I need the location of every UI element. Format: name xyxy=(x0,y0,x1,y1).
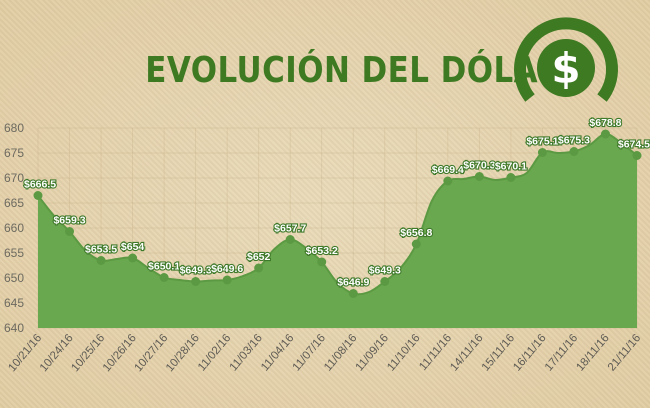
coin-face xyxy=(537,39,595,97)
data-label: $656.8 xyxy=(400,227,432,239)
data-point xyxy=(600,129,610,139)
dollar-sign-glyph: $ xyxy=(551,44,580,93)
data-label: $666.5 xyxy=(24,179,56,191)
x-tick-label: 10/28/16 xyxy=(164,332,202,374)
y-tick-label: 660 xyxy=(4,221,24,235)
y-tick-label: 655 xyxy=(4,246,24,260)
data-label: $652 xyxy=(247,251,271,263)
data-point xyxy=(222,275,232,285)
data-point xyxy=(65,227,75,236)
x-tick-label: 11/10/16 xyxy=(385,332,422,373)
area-series xyxy=(38,133,637,328)
data-label: $650.1 xyxy=(148,261,180,273)
data-point xyxy=(348,289,358,298)
data-label: $653.5 xyxy=(85,244,117,256)
data-label: $654 xyxy=(121,241,145,253)
y-tick-label: 645 xyxy=(4,296,24,310)
coin-ring xyxy=(514,17,618,102)
data-label: $659.3 xyxy=(53,215,85,227)
dollar-coin-icon: $ xyxy=(514,17,618,102)
data-point xyxy=(443,176,453,186)
data-point xyxy=(380,277,390,286)
data-labels: $666.5$659.3$653.5 $654$650.1 $649.3 $649.6… xyxy=(23,116,650,290)
data-label: $678.8 xyxy=(589,117,621,129)
y-tick-label: 650 xyxy=(4,271,24,285)
series-line xyxy=(37,133,638,296)
data-point xyxy=(537,148,547,157)
y-tick-label: 680 xyxy=(4,121,24,135)
y-tick-label: 670 xyxy=(4,171,24,185)
data-point xyxy=(285,235,295,244)
y-tick-label: 640 xyxy=(4,321,24,335)
data-point xyxy=(33,191,43,200)
data-label: $675.1 xyxy=(526,136,558,148)
data-point xyxy=(254,263,264,273)
x-axis: 10/21/1610/24/1610/25/1610/26/1610/27/16… xyxy=(6,332,643,374)
data-point xyxy=(128,253,138,263)
data-point xyxy=(411,239,421,249)
data-point xyxy=(506,173,516,182)
data-label: $675.3 xyxy=(558,135,590,147)
data-point xyxy=(159,273,169,282)
data-point xyxy=(632,151,642,160)
data-label: $653.2 xyxy=(306,245,338,257)
data-label: $649.6 xyxy=(211,263,243,275)
data-label: $670.1 xyxy=(495,161,527,173)
data-point xyxy=(96,256,106,265)
data-label: $670.3 xyxy=(463,160,495,172)
data-point xyxy=(569,147,579,156)
y-axis: 640 645 650 655 660 665 670 675 680 xyxy=(4,121,24,335)
data-point xyxy=(474,172,484,181)
data-label: $649.3 xyxy=(180,265,212,277)
x-tick-label: 21/11/16 xyxy=(606,332,643,373)
area-layer xyxy=(33,129,642,328)
data-label: $657.7 xyxy=(274,223,306,235)
data-label: $649.3 xyxy=(369,265,401,277)
data-point xyxy=(191,277,201,286)
y-tick-label: 675 xyxy=(4,146,24,160)
data-label: $674.5 xyxy=(618,139,650,151)
y-tick-label: 665 xyxy=(4,196,24,210)
data-point xyxy=(317,257,327,267)
data-label: $646.9 xyxy=(337,277,369,289)
data-label: $669.4 xyxy=(432,164,464,176)
